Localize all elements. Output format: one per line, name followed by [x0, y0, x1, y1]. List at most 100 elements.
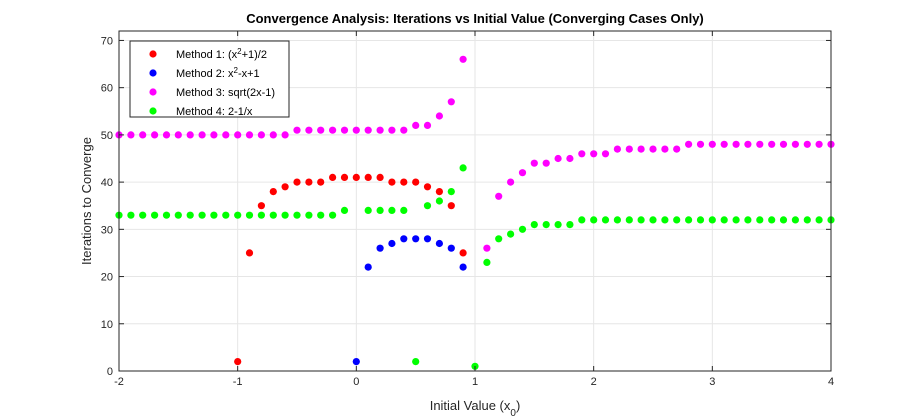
data-point	[613, 145, 622, 153]
data-point	[317, 211, 325, 219]
data-point	[518, 225, 527, 233]
y-tick-label: 20	[101, 272, 113, 284]
data-point	[530, 159, 538, 167]
data-point	[815, 216, 823, 224]
data-point	[601, 216, 610, 224]
data-point	[329, 173, 337, 181]
data-point	[625, 216, 633, 224]
legend-entry: Method 2: x2-x+1	[176, 66, 260, 81]
data-point	[329, 211, 337, 219]
data-point	[530, 221, 538, 229]
data-point	[507, 178, 515, 186]
data-point	[198, 211, 206, 219]
data-point	[447, 188, 455, 196]
data-point	[661, 216, 669, 224]
data-point	[412, 121, 420, 129]
data-point	[483, 244, 491, 252]
legend-entry: Method 3: sqrt(2x-1)	[176, 87, 275, 99]
data-point	[281, 183, 289, 191]
data-point	[305, 126, 313, 134]
data-point	[459, 263, 467, 271]
data-point	[732, 216, 740, 224]
data-point	[459, 55, 467, 63]
data-point	[222, 131, 230, 139]
y-tick-label: 60	[101, 83, 113, 95]
legend-entry: Method 4: 2-1/x	[176, 106, 253, 118]
data-point	[566, 221, 574, 229]
data-point	[815, 140, 823, 148]
data-point	[234, 358, 242, 366]
data-point	[174, 131, 182, 139]
data-point	[542, 159, 550, 167]
data-point	[400, 235, 408, 243]
data-point	[756, 216, 764, 224]
data-point	[685, 140, 693, 148]
data-point	[388, 126, 396, 134]
data-point	[317, 178, 325, 186]
data-point	[340, 206, 349, 214]
data-point	[708, 140, 716, 148]
y-tick-label: 10	[101, 319, 113, 331]
data-point	[281, 211, 289, 219]
chart-title: Convergence Analysis: Iterations vs Init…	[246, 11, 704, 26]
data-point	[352, 173, 360, 181]
data-point	[423, 202, 432, 210]
data-point	[756, 140, 764, 148]
data-point	[637, 216, 645, 224]
data-point	[673, 145, 681, 153]
data-point	[210, 211, 218, 219]
data-point	[661, 145, 669, 153]
data-point	[388, 239, 396, 248]
data-point	[447, 244, 455, 252]
data-point	[245, 211, 254, 219]
data-point	[257, 211, 265, 219]
data-point	[435, 188, 443, 196]
x-tick-label: 0	[353, 376, 359, 388]
data-point	[518, 169, 527, 177]
data-point	[412, 358, 420, 366]
data-point	[269, 131, 277, 139]
data-point	[744, 216, 752, 224]
data-point	[625, 145, 633, 153]
data-point	[696, 140, 705, 148]
data-point	[744, 140, 752, 148]
data-point	[507, 230, 515, 238]
legend-marker	[149, 107, 157, 115]
data-point	[293, 211, 301, 219]
data-point	[198, 131, 206, 139]
x-tick-label: 2	[591, 376, 597, 388]
data-point	[269, 211, 277, 219]
data-point	[495, 235, 503, 243]
y-tick-label: 30	[101, 224, 113, 236]
x-tick-label: 4	[828, 376, 834, 388]
data-point	[637, 145, 645, 153]
data-point	[174, 211, 182, 219]
data-point	[459, 249, 467, 257]
data-point	[459, 164, 467, 172]
y-tick-label: 40	[101, 177, 113, 189]
data-point	[423, 121, 432, 129]
data-point	[340, 126, 349, 134]
data-point	[412, 235, 420, 243]
data-point	[613, 216, 622, 224]
data-point	[803, 216, 811, 224]
series-3	[115, 55, 835, 252]
data-point	[364, 126, 372, 134]
data-point	[364, 173, 372, 181]
data-point	[483, 258, 491, 266]
data-point	[186, 211, 194, 219]
data-points	[115, 55, 835, 370]
data-point	[305, 211, 313, 219]
data-point	[376, 206, 384, 214]
data-point	[162, 211, 171, 219]
data-point	[435, 197, 443, 205]
legend-marker	[149, 69, 157, 77]
data-point	[376, 126, 384, 134]
data-point	[447, 98, 455, 106]
data-point	[139, 131, 147, 139]
data-point	[578, 150, 586, 158]
data-point	[151, 131, 159, 139]
data-point	[257, 202, 265, 210]
